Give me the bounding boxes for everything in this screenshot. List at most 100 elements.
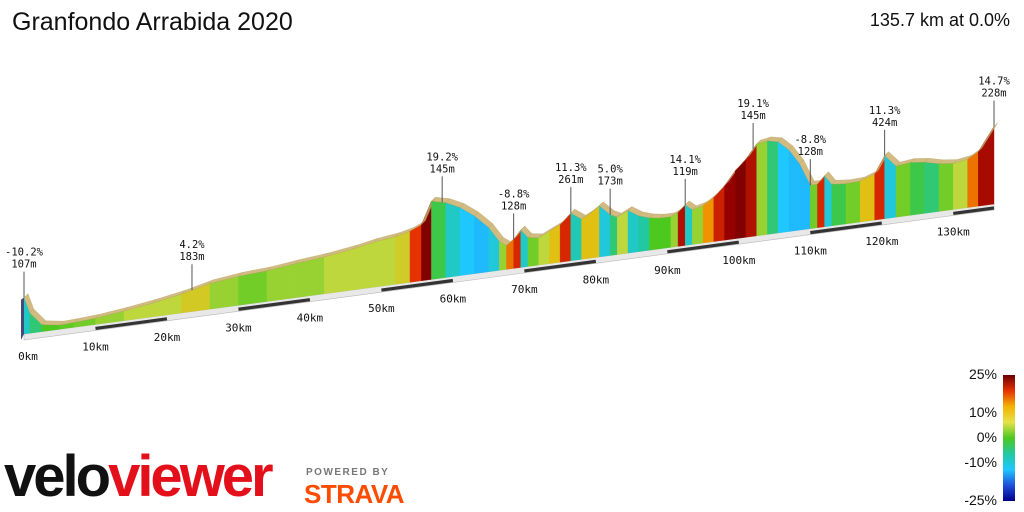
strava-logo: STRAVA — [304, 479, 405, 509]
profile-band — [860, 173, 875, 223]
profile-band — [817, 175, 825, 228]
powered-by-text: POWERED BY — [306, 467, 390, 478]
profile-start-wall — [21, 297, 24, 340]
annotation-elevation: 128m — [798, 146, 823, 158]
profile-bands — [21, 122, 999, 340]
x-tick-label: 10km — [82, 340, 109, 353]
profile-band — [609, 214, 618, 256]
profile-band — [352, 241, 375, 291]
annotation-gradient: -10.2% — [5, 247, 44, 259]
profile-band — [459, 207, 475, 276]
annotation-gradient: 14.7% — [978, 75, 1010, 87]
annotation-gradient: 19.2% — [426, 151, 458, 163]
annotation-elevation: 128m — [501, 200, 526, 212]
profile-band — [767, 140, 779, 235]
profile-band — [445, 202, 461, 278]
profile-band — [617, 210, 629, 255]
x-tick-label: 0km — [18, 350, 38, 363]
annotation-elevation: 145m — [430, 163, 455, 175]
profile-band — [549, 224, 561, 264]
x-tick-label: 90km — [654, 264, 681, 277]
profile-band — [409, 224, 422, 283]
x-tick-label: 80km — [583, 273, 610, 286]
x-tick-label: 100km — [722, 254, 755, 267]
road-km-segment — [95, 317, 168, 331]
profile-band — [845, 180, 861, 225]
annotation-gradient: 5.0% — [597, 164, 623, 176]
x-tick-label: 120km — [865, 235, 898, 248]
x-tick-labels: 0km 10km 20km 30km 40km 50km 60km 70km 80km 90km 1… — [18, 225, 970, 363]
x-tick-label: 20km — [154, 331, 181, 344]
gradient-legend: 25% 10% 0% -10% -25% — [964, 366, 1015, 508]
road-band — [23, 203, 995, 341]
legend-label: -25% — [964, 492, 997, 508]
road-km-segment — [810, 221, 882, 235]
annotation-elevation: 173m — [597, 176, 622, 188]
annotation-elevation: 107m — [11, 259, 36, 271]
profile-band — [895, 162, 911, 218]
annotation-elevation: 424m — [872, 117, 897, 129]
profile-band — [810, 183, 818, 229]
profile-band — [756, 140, 768, 237]
annotation-elevation: 228m — [981, 87, 1006, 99]
legend-color-bar — [1003, 375, 1015, 501]
profile-band — [831, 183, 847, 226]
profile-band — [295, 256, 325, 298]
profile-band — [967, 151, 979, 208]
profile-band — [978, 125, 995, 207]
profile-band — [692, 205, 704, 245]
profile-band — [735, 158, 747, 239]
annotation-elevation: 119m — [673, 166, 698, 178]
profile-band — [431, 200, 446, 280]
annotation-gradient: 19.1% — [737, 98, 769, 110]
profile-band — [777, 141, 790, 234]
annotation-gradient: 4.2% — [179, 239, 205, 251]
annotation-gradient: 14.1% — [669, 154, 701, 166]
profile-band — [627, 210, 639, 254]
road-km-segment — [238, 298, 311, 311]
annotations: -10.2%107m4.2%183m19.2%145m-8.8%128m11.3… — [5, 75, 1010, 298]
profile-band — [953, 158, 968, 210]
road-km-segment — [953, 206, 995, 216]
profile-band — [588, 205, 600, 259]
x-tick-label: 60km — [440, 293, 467, 306]
annotation-gradient: -8.8% — [498, 188, 530, 200]
profile-band — [559, 212, 572, 263]
logo-viewer-text: viewer — [108, 444, 274, 509]
road-km-segment — [381, 278, 454, 292]
legend-label: 10% — [969, 404, 997, 420]
x-tick-label: 40km — [297, 312, 324, 325]
logo-velo-text: velo — [4, 444, 111, 509]
annotation-gradient: 11.3% — [555, 162, 587, 174]
annotation-elevation: 145m — [740, 110, 765, 122]
legend-label: 0% — [977, 429, 997, 445]
x-tick-label: 30km — [225, 321, 252, 334]
x-tick-label: 110km — [794, 245, 827, 258]
profile-band — [745, 143, 757, 238]
profile-band — [499, 241, 507, 271]
legend-label: 25% — [969, 366, 997, 382]
profile-band — [395, 230, 411, 285]
annotation-gradient: -8.8% — [794, 134, 826, 146]
profile-band — [638, 215, 650, 252]
chart-title: Granfondo Arrabida 2020 — [12, 8, 293, 36]
x-tick-label: 50km — [368, 302, 395, 315]
road-km-segment — [667, 240, 740, 254]
profile-band — [938, 163, 954, 212]
profile-band — [649, 217, 661, 251]
veloviewer-logo: veloviewer — [4, 448, 274, 506]
profile-top-edge — [978, 122, 999, 152]
annotation-elevation: 183m — [179, 251, 204, 263]
profile-band — [788, 149, 800, 232]
route-summary: 135.7 km at 0.0% — [869, 10, 1010, 30]
profile-band — [238, 270, 268, 306]
profile-band — [724, 170, 736, 241]
profile-band — [570, 212, 582, 261]
profile-band — [670, 211, 679, 248]
annotation-elevation: 261m — [558, 174, 583, 186]
profile-band — [910, 162, 925, 216]
profile-band — [824, 175, 832, 227]
profile-band — [713, 185, 725, 242]
legend-label: -10% — [964, 454, 997, 470]
